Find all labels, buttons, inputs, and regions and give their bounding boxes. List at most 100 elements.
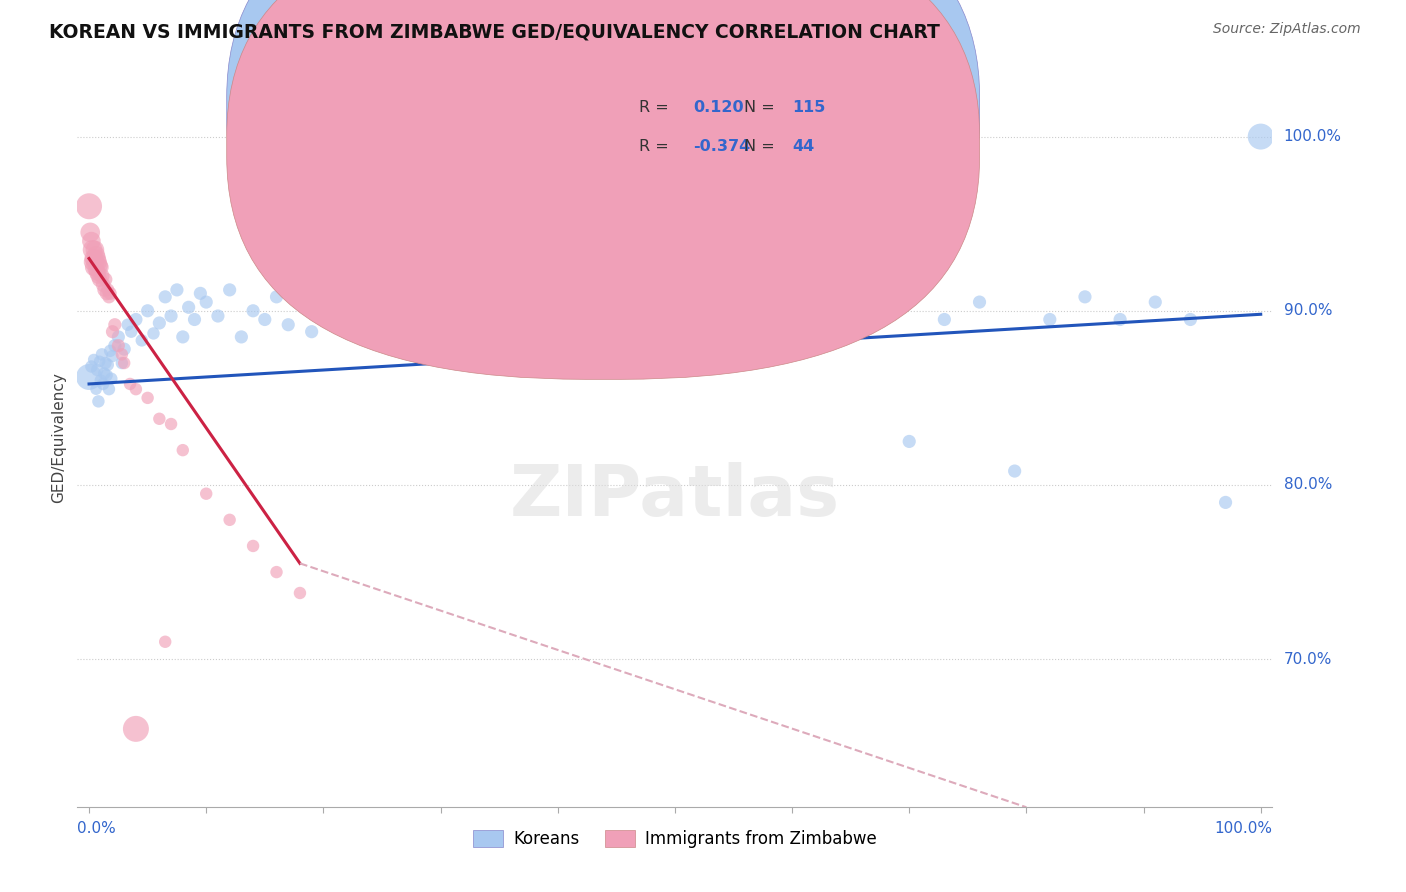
Point <box>1039 312 1062 326</box>
Point <box>83 352 105 367</box>
Text: R =: R = <box>640 100 673 115</box>
Point <box>84 248 107 262</box>
Text: 0.120: 0.120 <box>693 100 744 115</box>
Point <box>87 255 110 269</box>
Point <box>97 358 120 372</box>
Point <box>125 722 148 736</box>
Text: 115: 115 <box>792 100 825 115</box>
Point <box>242 303 264 318</box>
Point <box>605 303 627 318</box>
Point <box>177 301 200 315</box>
Point <box>136 303 159 318</box>
Point <box>160 309 183 323</box>
Point <box>277 318 299 332</box>
Point <box>77 370 100 384</box>
Point <box>112 342 135 356</box>
Point <box>98 343 121 358</box>
Point <box>101 325 124 339</box>
Point <box>312 301 335 315</box>
Text: 100.0%: 100.0% <box>1284 129 1341 145</box>
Text: 100.0%: 100.0% <box>1215 822 1272 836</box>
Point <box>77 199 100 213</box>
Y-axis label: GED/Equivalency: GED/Equivalency <box>51 372 66 502</box>
Point <box>218 283 240 297</box>
Point <box>336 312 359 326</box>
Text: 0.0%: 0.0% <box>77 822 117 836</box>
Point <box>136 391 159 405</box>
Text: ZIPatlas: ZIPatlas <box>510 462 839 531</box>
Point <box>231 330 253 344</box>
Text: Source: ZipAtlas.com: Source: ZipAtlas.com <box>1213 22 1361 37</box>
Point <box>97 283 120 297</box>
Point <box>104 338 127 352</box>
Point <box>347 290 370 304</box>
Text: -0.374: -0.374 <box>693 138 749 153</box>
Point <box>111 356 134 370</box>
Point <box>93 367 115 381</box>
Point <box>558 295 581 310</box>
FancyBboxPatch shape <box>561 78 848 178</box>
Point <box>1180 312 1202 326</box>
Point <box>453 303 475 318</box>
Point <box>429 312 451 326</box>
Point <box>723 312 745 326</box>
Point <box>84 243 107 257</box>
Point <box>89 354 111 368</box>
Point <box>107 330 129 344</box>
Point <box>142 326 165 341</box>
Point <box>534 312 557 326</box>
Point <box>441 283 464 297</box>
Point <box>87 268 110 283</box>
Point <box>80 234 103 248</box>
Point <box>675 286 697 301</box>
Point <box>195 486 218 500</box>
Point <box>1250 129 1272 144</box>
Point <box>1109 312 1132 326</box>
Point <box>111 347 134 361</box>
Point <box>86 265 108 279</box>
Point <box>183 312 205 326</box>
Text: 44: 44 <box>792 138 814 153</box>
Point <box>188 286 212 301</box>
Point <box>512 286 534 301</box>
Legend: Koreans, Immigrants from Zimbabwe: Koreans, Immigrants from Zimbabwe <box>467 823 883 855</box>
Point <box>90 347 114 361</box>
Point <box>406 318 429 332</box>
Point <box>82 243 104 257</box>
Point <box>155 634 177 648</box>
Point <box>1074 290 1097 304</box>
Point <box>1004 464 1026 478</box>
Point <box>934 312 956 326</box>
Point <box>969 295 991 310</box>
FancyBboxPatch shape <box>226 0 980 341</box>
Point <box>148 411 170 425</box>
Point <box>98 286 121 301</box>
Point <box>94 272 117 286</box>
Point <box>89 272 111 286</box>
Point <box>488 307 510 321</box>
Point <box>769 312 792 326</box>
Text: R =: R = <box>640 138 673 153</box>
Point <box>125 382 148 396</box>
FancyBboxPatch shape <box>226 0 980 379</box>
Point <box>83 252 105 266</box>
Text: 80.0%: 80.0% <box>1284 477 1331 492</box>
Point <box>652 312 675 326</box>
Point <box>91 376 114 391</box>
Point <box>160 417 183 431</box>
Point <box>125 312 148 326</box>
Point <box>93 283 115 297</box>
Point <box>148 316 170 330</box>
Point <box>117 318 139 332</box>
Point <box>266 290 288 304</box>
Point <box>628 290 651 304</box>
Point <box>87 394 110 409</box>
Point <box>301 325 323 339</box>
Point <box>382 307 405 321</box>
Text: KOREAN VS IMMIGRANTS FROM ZIMBABWE GED/EQUIVALENCY CORRELATION CHART: KOREAN VS IMMIGRANTS FROM ZIMBABWE GED/E… <box>49 22 941 41</box>
Point <box>371 283 394 297</box>
Point <box>107 338 129 352</box>
Point <box>195 295 218 310</box>
Point <box>98 290 120 304</box>
Text: N =: N = <box>744 138 780 153</box>
